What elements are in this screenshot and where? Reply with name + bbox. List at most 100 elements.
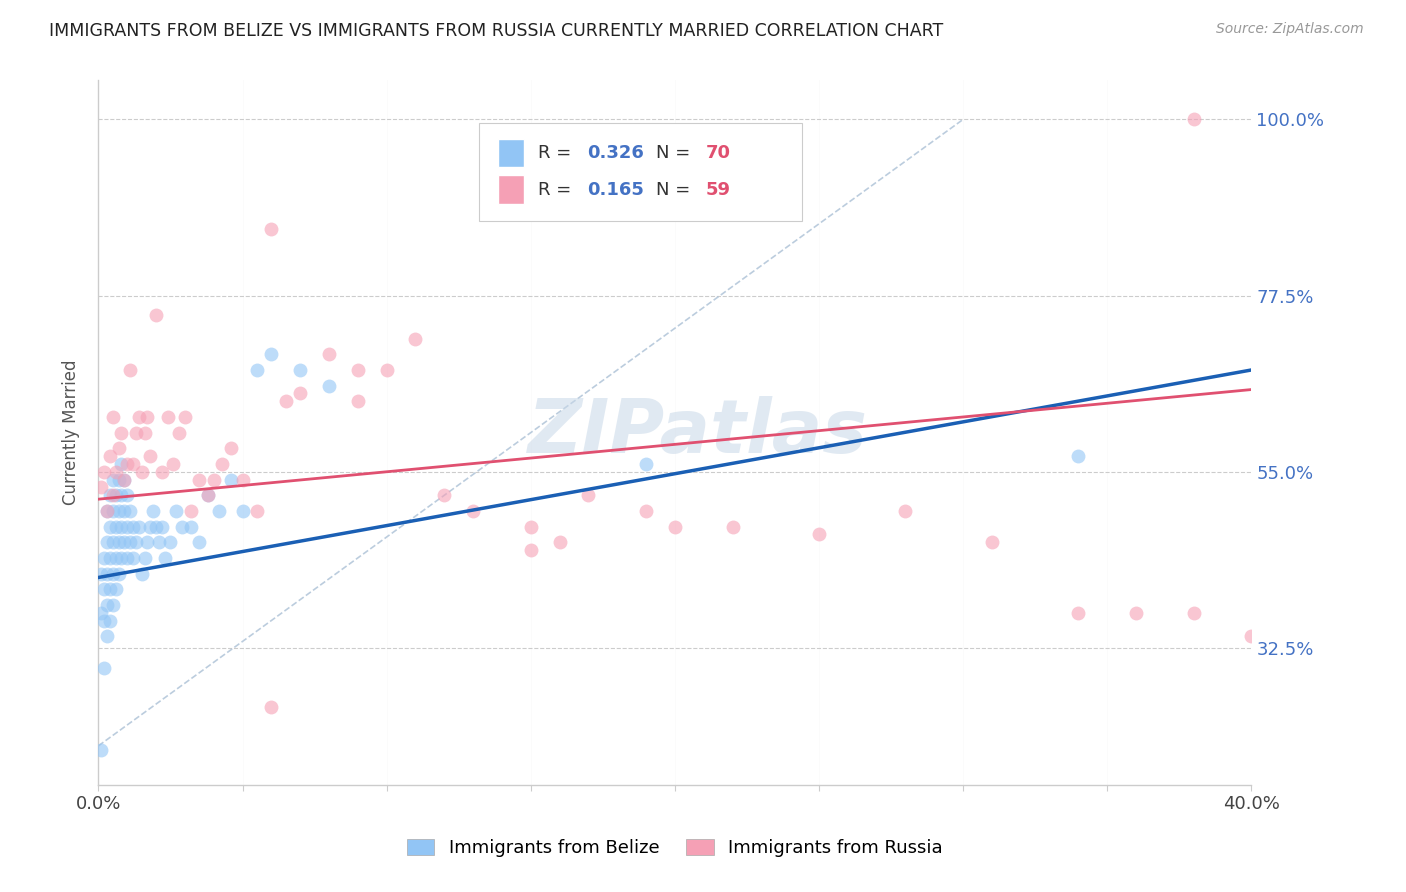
Point [128,519,150,533]
Point [101,535,124,549]
Point [211,457,233,471]
Text: R =: R = [537,144,576,161]
Point [117,488,139,502]
Point [197,488,219,502]
Point [202,473,225,487]
Text: R =: R = [537,180,576,199]
Point [231,504,254,518]
Point [174,409,197,424]
Point [122,457,145,471]
Point [134,425,156,440]
Point [148,535,170,549]
Point [981,535,1004,549]
Point [112,504,135,518]
Text: 59: 59 [706,180,731,199]
Point [104,465,127,479]
Point [162,457,184,471]
Text: 0.326: 0.326 [588,144,644,161]
Point [101,566,124,581]
Point [153,550,176,565]
Point [274,394,297,409]
Point [150,519,173,533]
Point [260,347,283,361]
Point [1125,606,1147,620]
Point [188,473,211,487]
Point [664,519,686,533]
Point [180,504,202,518]
Point [150,465,173,479]
Point [112,473,135,487]
Point [346,363,368,377]
Point [96,598,118,612]
Point [104,550,127,565]
Point [1240,629,1263,643]
Point [165,504,187,518]
Point [520,519,543,533]
Point [96,629,118,643]
Text: 70: 70 [706,144,731,161]
Y-axis label: Currently Married: Currently Married [62,359,80,506]
Point [145,308,167,322]
Point [98,449,121,463]
Point [131,566,153,581]
Point [93,550,115,565]
Point [636,504,658,518]
Point [107,535,129,549]
Text: ZIPatlas: ZIPatlas [527,396,868,469]
Point [1067,449,1090,463]
Point [125,425,148,440]
Text: 0.165: 0.165 [588,180,644,199]
Point [145,519,167,533]
Point [231,473,254,487]
Point [110,457,132,471]
Point [90,606,112,620]
Point [101,409,124,424]
Point [260,699,283,714]
Point [98,519,121,533]
Point [318,347,340,361]
Point [101,473,124,487]
Point [93,614,115,628]
Text: IMMIGRANTS FROM BELIZE VS IMMIGRANTS FROM RUSSIA CURRENTLY MARRIED CORRELATION C: IMMIGRANTS FROM BELIZE VS IMMIGRANTS FRO… [49,22,943,40]
Point [219,473,242,487]
Point [96,504,118,518]
Point [139,449,162,463]
Point [112,473,135,487]
Point [98,488,121,502]
Text: Source: ZipAtlas.com: Source: ZipAtlas.com [1216,22,1364,37]
Point [104,488,127,502]
Point [290,386,312,401]
Point [405,332,427,346]
Point [721,519,744,533]
Point [139,519,162,533]
Point [1182,606,1205,620]
Point [101,504,124,518]
FancyBboxPatch shape [499,139,524,167]
Point [93,582,115,597]
Point [520,543,543,558]
Point [107,473,129,487]
Point [578,488,600,502]
Point [208,504,231,518]
FancyBboxPatch shape [479,122,801,221]
Point [96,566,118,581]
Point [188,535,211,549]
Point [197,488,219,502]
Point [110,488,132,502]
Point [433,488,456,502]
Point [117,519,139,533]
Point [93,465,115,479]
Point [136,535,159,549]
Point [98,582,121,597]
Point [104,519,127,533]
Point [90,480,112,494]
Point [90,566,112,581]
Point [93,660,115,674]
Point [117,550,139,565]
Point [808,527,831,541]
Point [128,409,150,424]
Point [107,504,129,518]
Point [120,504,142,518]
Point [375,363,398,377]
Point [167,425,190,440]
